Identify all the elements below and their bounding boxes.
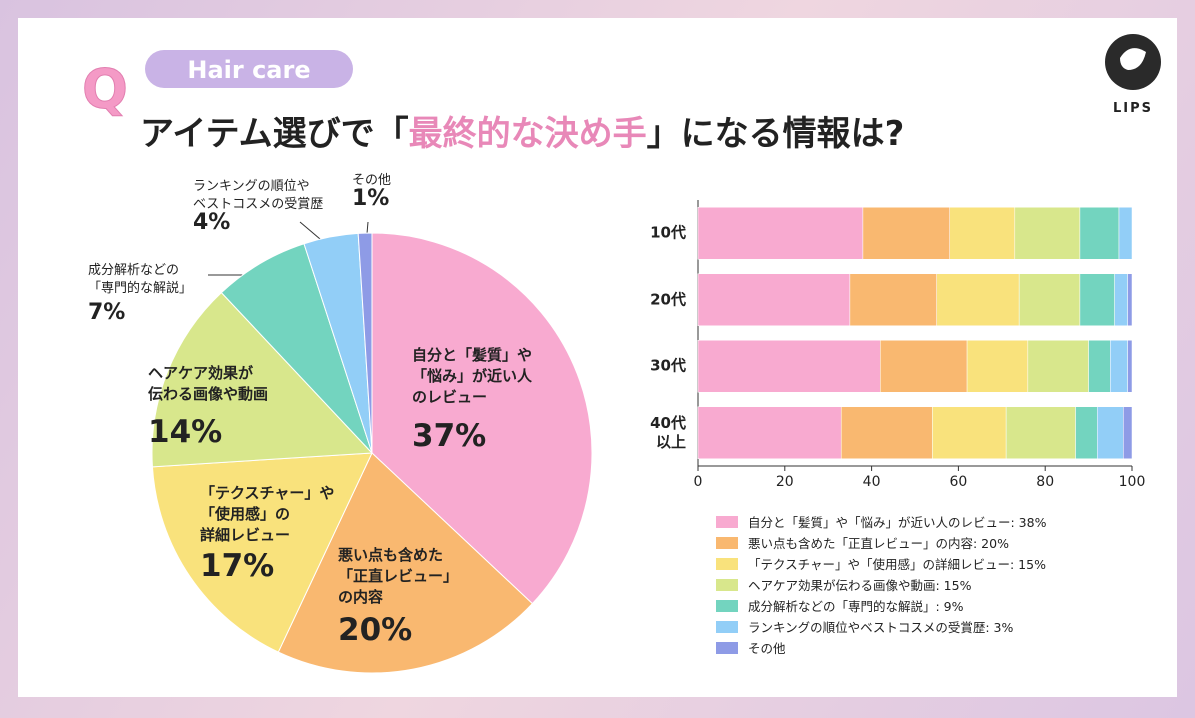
bar-segment (1127, 340, 1133, 393)
slice-label: 自分と「髪質」や 「悩み」が近い人 のレビュー (412, 346, 533, 406)
bar-segment (1123, 406, 1133, 459)
badge-bg (145, 50, 353, 88)
x-tick-label: 40 (863, 474, 881, 490)
legend-swatch (716, 558, 738, 570)
legend-label: その他 (748, 641, 786, 656)
value-label: 14% (148, 414, 223, 450)
legend-swatch (716, 579, 738, 591)
legend-swatch (716, 516, 738, 528)
bar-segment (697, 207, 864, 260)
bar-segment (1018, 273, 1081, 326)
bar-segment (862, 207, 950, 260)
slice-label: その他 (352, 173, 392, 188)
title-part: アイテム選びで「 (140, 114, 409, 154)
slice-label: 悪い点も含めた 「正直レビュー」 の内容 (338, 546, 459, 606)
legend-swatch (716, 600, 738, 612)
bar-segment (966, 340, 1029, 393)
slice-label: ヘアケア効果が 伝わる画像や動画 (148, 364, 269, 403)
y-tick-label: 10代 (650, 223, 686, 242)
q-mark: Q (82, 58, 128, 121)
y-tick-label: 40代 以上 (650, 413, 686, 451)
bar-segment (1014, 207, 1081, 260)
y-tick-label: 20代 (650, 290, 686, 309)
slice-label: 成分解析などの 「専門的な解説」 (88, 263, 193, 296)
x-tick-label: 0 (694, 474, 703, 490)
legend-label: 「テクスチャー」や「使用感」の詳細レビュー: 15% (748, 557, 1046, 572)
x-tick-label: 60 (949, 474, 967, 490)
value-label: 17% (200, 548, 275, 584)
title-part: 」になる情報は? (647, 114, 905, 154)
value-label: 4% (193, 210, 231, 235)
x-tick-label: 80 (1036, 474, 1054, 490)
pie-slice (357, 232, 373, 454)
pie-slice (277, 452, 534, 674)
bar-segment (1110, 340, 1128, 393)
legend-swatch (716, 537, 738, 549)
bar-segment (840, 406, 933, 459)
bar-segment (1075, 406, 1098, 459)
slice-label: 「テクスチャー」や 「使用感」の 詳細レビュー (200, 484, 335, 544)
legend-label: ヘアケア効果が伝わる画像や動画: 15% (748, 578, 972, 593)
pie-slice (151, 291, 374, 468)
value-label: 20% (338, 612, 413, 648)
logo-text: LIPS (1113, 101, 1153, 116)
bar-segment (949, 207, 1016, 260)
bar-segment (1114, 273, 1128, 326)
bar-segment (697, 406, 842, 459)
legend-label: 成分解析などの「専門的な解説」: 9% (748, 599, 964, 614)
bar-segment (1005, 406, 1076, 459)
bar-segment (1079, 207, 1120, 260)
bar-segment (1097, 406, 1124, 459)
bar-segment (697, 273, 851, 326)
bar-segment (1027, 340, 1089, 393)
logo-icon (1120, 48, 1146, 70)
bar-segment (936, 273, 1020, 326)
bar-segment (1088, 340, 1111, 393)
value-label: 37% (412, 418, 487, 454)
x-tick-label: 100 (1119, 474, 1146, 490)
legend-label: ランキングの順位やベストコスメの受賞歴: 3% (748, 620, 1014, 635)
pie-slice (151, 452, 373, 653)
value-label: 7% (88, 300, 126, 325)
legend-label: 自分と「髪質」や「悩み」が近い人のレビュー: 38% (748, 515, 1047, 530)
slice-label: ランキングの順位や ベストコスメの受賞歴 (193, 179, 324, 212)
legend-swatch (716, 642, 738, 654)
bar-segment (1079, 273, 1115, 326)
x-tick-label: 20 (776, 474, 794, 490)
legend-label: 悪い点も含めた「正直レビュー」の内容: 20% (748, 536, 1009, 551)
badge: Hair care (187, 56, 310, 84)
pie-slice (371, 232, 593, 605)
bar-segment (697, 340, 881, 393)
legend-swatch (716, 621, 738, 633)
title: アイテム選びで「最終的な決め手」になる情報は? (140, 114, 904, 154)
bar-segment (880, 340, 968, 393)
bar-segment (849, 273, 937, 326)
bar-segment (1118, 207, 1133, 260)
bar-segment (1127, 273, 1133, 326)
bar-segment (932, 406, 1007, 459)
title-highlight: 最終的な決め手 (409, 114, 647, 154)
y-tick-label: 30代 (650, 356, 686, 375)
value-label: 1% (352, 186, 390, 211)
